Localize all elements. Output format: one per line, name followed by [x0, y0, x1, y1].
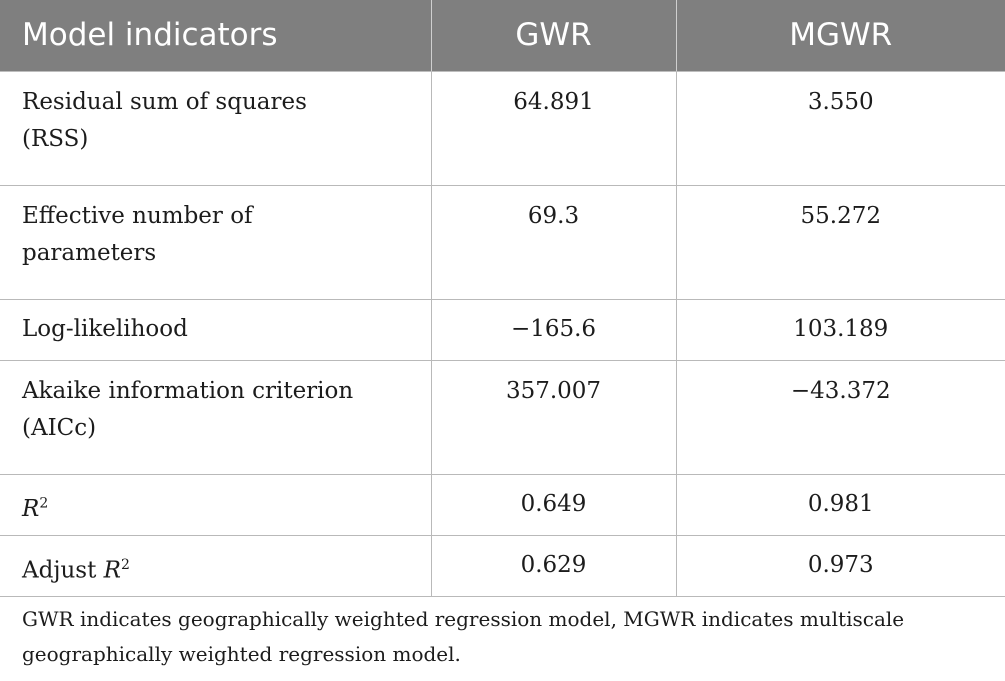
- model-comparison-table: Model indicators GWR MGWR Residual sum o…: [0, 0, 1005, 597]
- indicator-label-line: Residual sum of squares: [22, 88, 307, 115]
- indicator-cell: Residual sum of squares (RSS): [0, 71, 431, 186]
- r-squared-label: R2: [22, 495, 49, 523]
- header-mgwr: MGWR: [675, 0, 1005, 72]
- indicator-cell: R2: [0, 474, 431, 536]
- mgwr-value: −43.372: [675, 360, 1005, 475]
- header-model-indicators: Model indicators: [0, 0, 431, 72]
- mgwr-value: 103.189: [675, 299, 1005, 361]
- table-row: Adjust R2 0.629 0.973: [0, 535, 1005, 597]
- mgwr-value: 0.973: [675, 535, 1005, 597]
- mgwr-value: 55.272: [675, 185, 1005, 300]
- indicator-cell: Log-likelihood: [0, 299, 431, 361]
- gwr-value: 69.3: [430, 185, 676, 300]
- table-header-row: Model indicators GWR MGWR: [0, 0, 1005, 72]
- footnote-line: geographically weighted regression model…: [22, 642, 461, 666]
- indicator-label-line: Effective number of: [22, 202, 253, 229]
- indicator-label-line: parameters: [22, 239, 157, 266]
- indicator-cell: Adjust R2: [0, 535, 431, 597]
- indicator-cell: Effective number of parameters: [0, 185, 431, 300]
- table-row: R2 0.649 0.981: [0, 474, 1005, 536]
- indicator-label-line: Akaike information criterion: [22, 377, 354, 404]
- mgwr-value: 0.981: [675, 474, 1005, 536]
- table-row: Residual sum of squares (RSS) 64.891 3.5…: [0, 71, 1005, 186]
- table-row: Akaike information criterion (AICc) 357.…: [0, 360, 1005, 475]
- gwr-value: −165.6: [430, 299, 676, 361]
- indicator-label-line: (RSS): [22, 125, 89, 152]
- indicator-cell: Akaike information criterion (AICc): [0, 360, 431, 475]
- gwr-value: 357.007: [430, 360, 676, 475]
- footnote-line: GWR indicates geographically weighted re…: [22, 607, 905, 631]
- mgwr-value: 3.550: [675, 71, 1005, 186]
- gwr-value: 0.629: [430, 535, 676, 597]
- header-gwr: GWR: [430, 0, 676, 72]
- gwr-value: 0.649: [430, 474, 676, 536]
- table-row: Effective number of parameters 69.3 55.2…: [0, 185, 1005, 300]
- gwr-value: 64.891: [430, 71, 676, 186]
- table-row: Log-likelihood −165.6 103.189: [0, 299, 1005, 361]
- indicator-label-line: (AICc): [22, 414, 97, 441]
- table-footnote: GWR indicates geographically weighted re…: [22, 602, 992, 672]
